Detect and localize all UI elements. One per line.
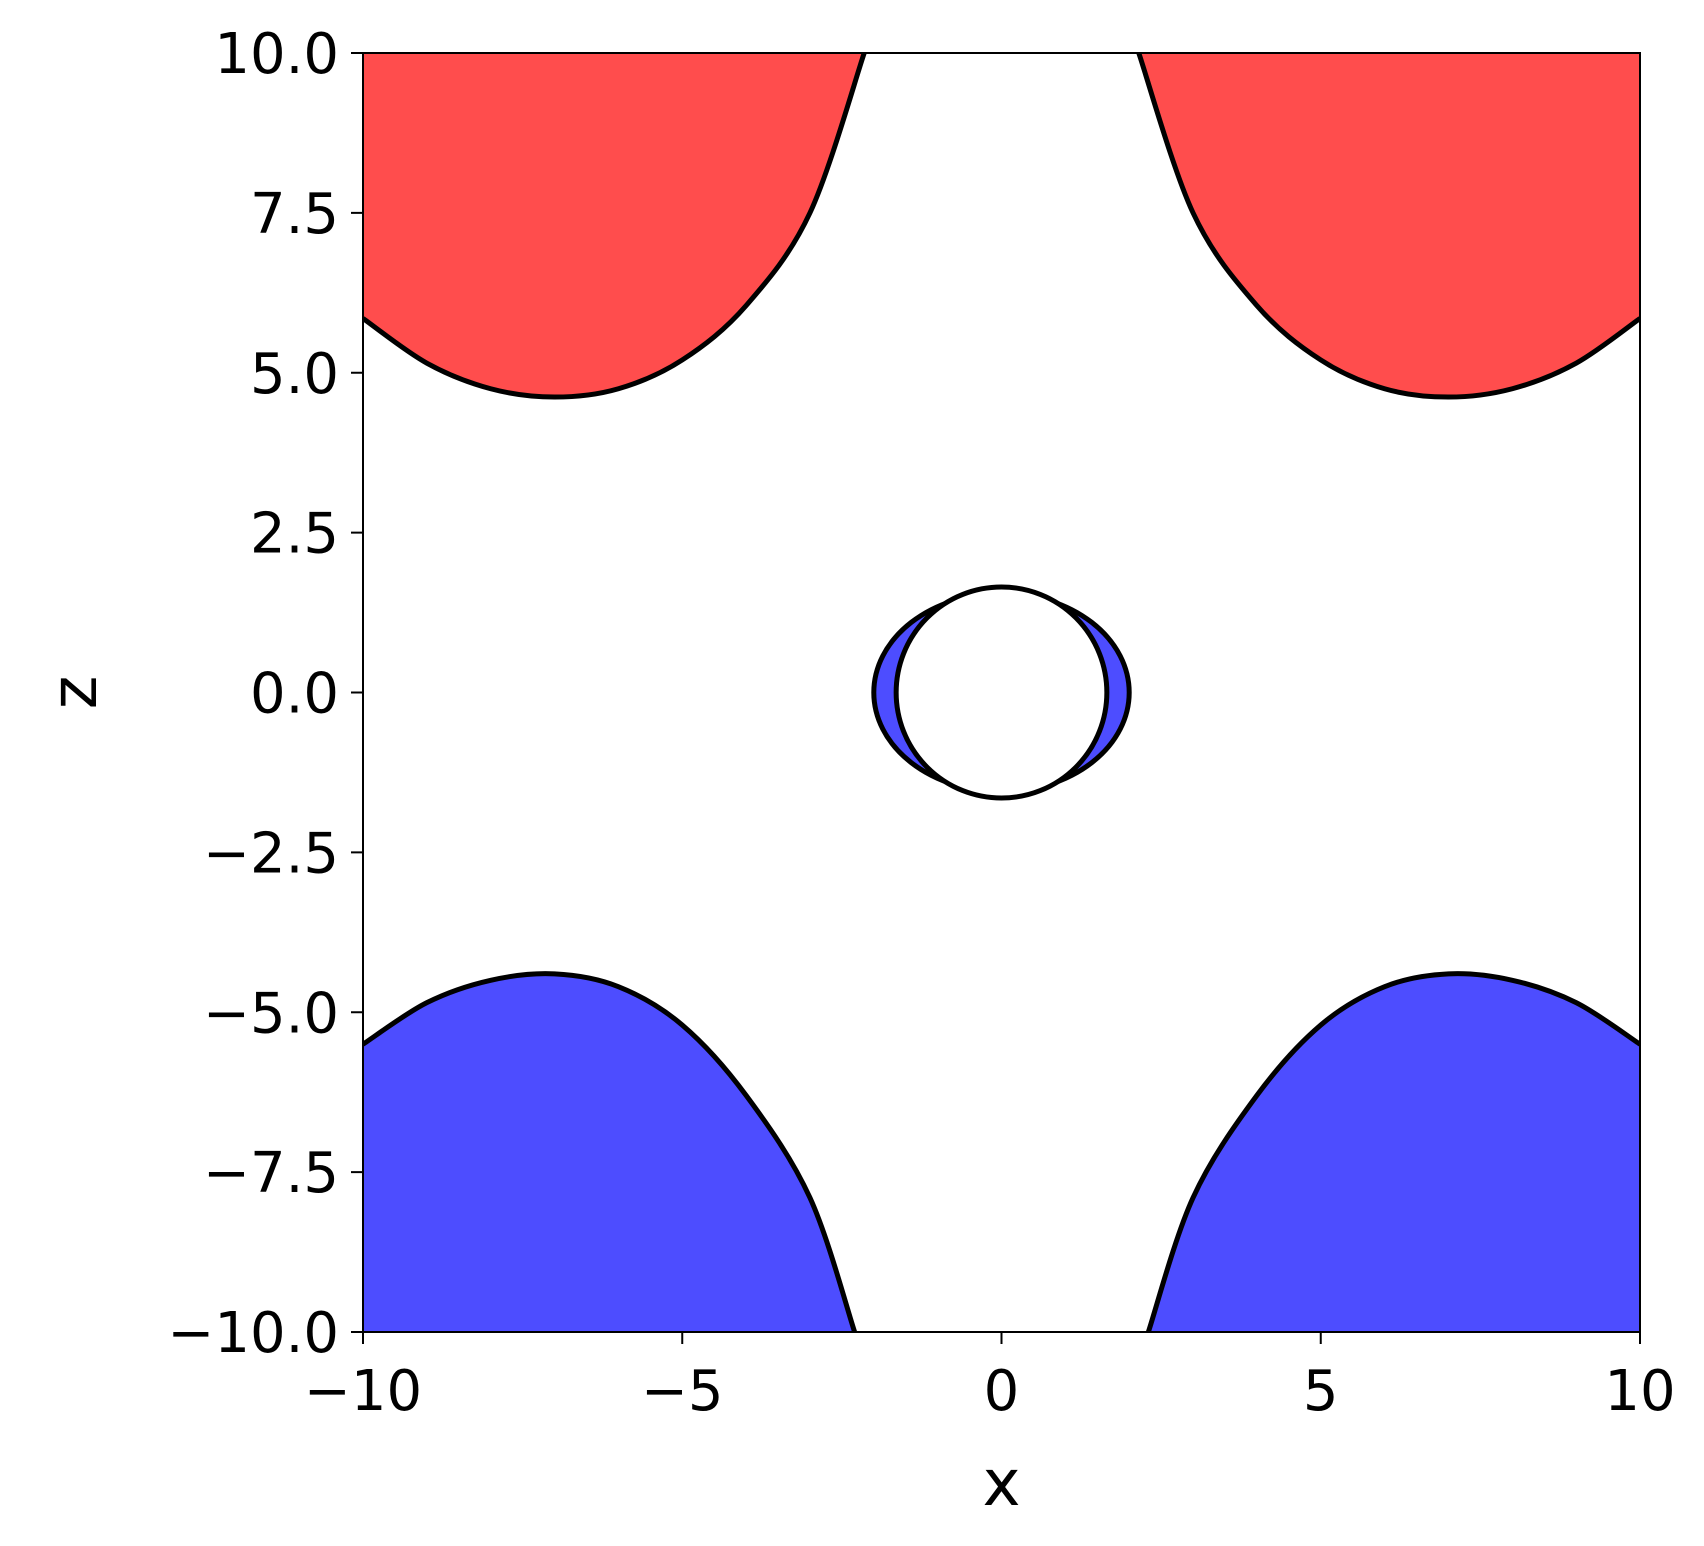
x-tick-label: −10 <box>304 1359 422 1424</box>
plot-content <box>363 53 1640 1332</box>
y-tick-label: −7.5 <box>203 1141 339 1206</box>
x-axis-ticks: −10 −5 0 5 10 <box>304 1332 1676 1424</box>
region-boundary-4 <box>1145 971 1640 1332</box>
plot-area <box>363 53 1640 1332</box>
y-tick-label: 2.5 <box>250 502 339 567</box>
region-boundary-2 <box>1136 53 1640 400</box>
x-tick-label: 0 <box>984 1359 1020 1424</box>
x-tick-label: 10 <box>1604 1359 1675 1424</box>
y-tick-label: 5.0 <box>250 342 339 407</box>
y-tick-label: −2.5 <box>203 821 339 886</box>
y-tick-label: 0.0 <box>250 662 339 727</box>
region-negative-4 <box>1148 973 1640 1332</box>
y-axis-ticks: −10.0 −7.5 −5.0 −2.5 0.0 2.5 5.0 7.5 10.0 <box>167 22 363 1366</box>
x-tick-label: −5 <box>641 1359 724 1424</box>
x-axis-label: x <box>983 1447 1021 1521</box>
x-tick-label: 5 <box>1303 1359 1339 1424</box>
y-tick-label: 10.0 <box>214 22 339 87</box>
y-tick-label: −5.0 <box>203 981 339 1046</box>
y-tick-label: −10.0 <box>167 1301 339 1366</box>
y-tick-label: 7.5 <box>250 182 339 247</box>
y-axis-label: z <box>38 676 112 710</box>
region-boundary-1 <box>363 53 867 400</box>
region-boundary-3 <box>363 971 858 1332</box>
region-negative-3 <box>363 973 855 1332</box>
center-hole <box>893 584 1110 801</box>
